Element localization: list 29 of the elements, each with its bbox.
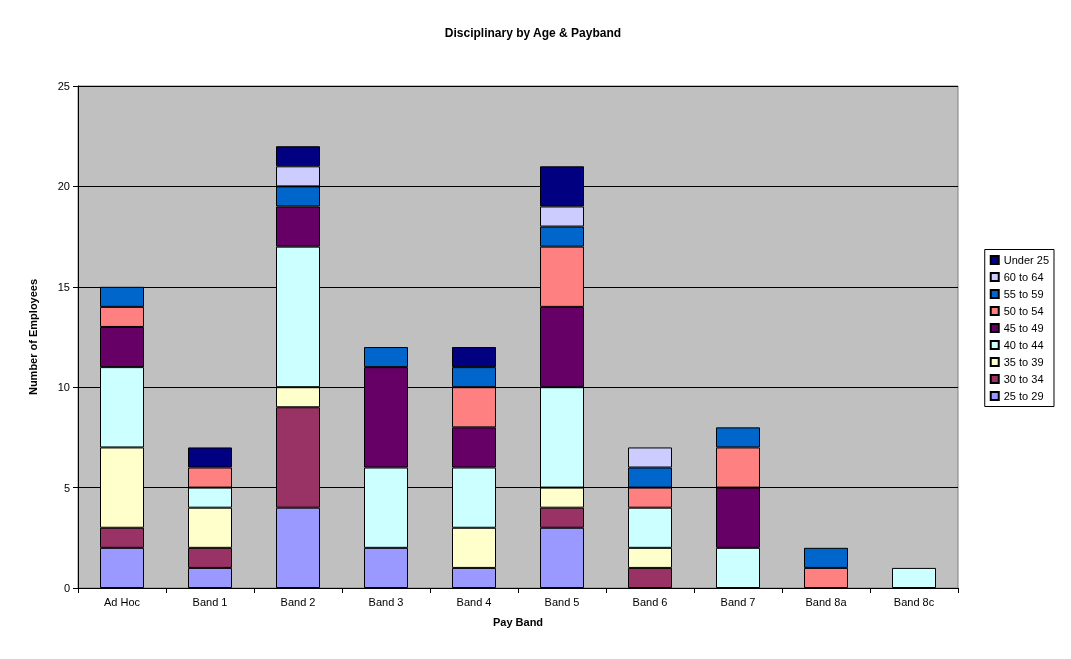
x-tick-label: Band 1 xyxy=(192,595,228,608)
legend-label: 60 to 64 xyxy=(1003,271,1044,283)
x-tick-label: Band 8a xyxy=(805,595,848,608)
x-tick-label: Band 7 xyxy=(720,595,756,608)
x-tick-label: Band 6 xyxy=(632,595,668,608)
y-tick-label: 15 xyxy=(57,280,70,293)
legend-label: 45 to 49 xyxy=(1003,322,1044,334)
x-tick-label: Band 4 xyxy=(456,595,492,608)
legend-label: 50 to 54 xyxy=(1003,305,1044,317)
x-tick-label: Band 3 xyxy=(368,595,404,608)
legend-label: 30 to 34 xyxy=(1003,373,1044,385)
y-tick-label: 20 xyxy=(57,180,70,193)
y-axis-title: Number of Employees xyxy=(26,278,39,396)
y-tick-label: 5 xyxy=(63,481,70,494)
y-tick-label: 25 xyxy=(57,80,70,92)
y-tick-label: 0 xyxy=(63,582,70,594)
x-tick-label: Band 5 xyxy=(544,595,580,608)
legend-label: 40 to 44 xyxy=(1003,339,1044,351)
legend-label: 55 to 59 xyxy=(1003,288,1044,300)
chart-title: Disciplinary by Age & Payband xyxy=(444,26,622,40)
bar xyxy=(892,567,936,588)
x-tick-label: Band 2 xyxy=(280,595,316,608)
x-axis-title: Pay Band xyxy=(492,615,544,628)
x-tick-label: Band 8c xyxy=(893,595,935,608)
legend-label: 35 to 39 xyxy=(1003,356,1044,368)
legend-label: Under 25 xyxy=(1003,254,1050,266)
y-tick-label: 10 xyxy=(57,381,70,394)
x-tick-label: Ad Hoc xyxy=(103,595,141,608)
legend-label: 25 to 29 xyxy=(1003,390,1044,402)
